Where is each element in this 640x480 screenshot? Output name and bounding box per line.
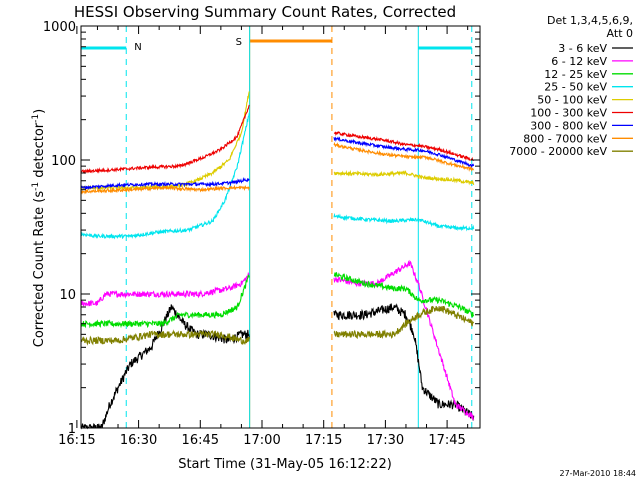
y-tick-label: 1000: [43, 20, 76, 35]
legend-label: 300 - 800 keV: [530, 119, 607, 132]
night-flag-label: N: [134, 42, 141, 53]
x-tick-label: 16:15: [58, 433, 95, 448]
series-line-0-segment-1: [333, 303, 475, 421]
legend-label: 100 - 300 keV: [530, 107, 607, 120]
series-line-1-segment-0: [80, 271, 250, 307]
legend-label: 3 - 6 keV: [558, 42, 607, 55]
y-axis-label-sup1: -1: [31, 182, 41, 191]
series-line-2-segment-0: [80, 274, 250, 329]
series-line-4-segment-1: [333, 169, 475, 186]
timestamp: 27-Mar-2010 18:44: [560, 469, 637, 478]
legend-label: 12 - 25 keV: [544, 68, 607, 81]
x-tick-label: 17:00: [243, 433, 280, 448]
series-line-7-segment-1: [333, 141, 475, 172]
plot-frame: [80, 25, 481, 429]
series-line-0-segment-0: [80, 304, 250, 430]
legend-header-line1: Det 1,3,4,5,6,9,: [547, 14, 633, 27]
legend-label: 800 - 7000 keV: [523, 132, 607, 145]
axes: 16:15 16:30 16:45 17:00 17:15 17:30 17:45 1 10 10…: [43, 20, 481, 448]
series-line-6-segment-1: [333, 136, 475, 169]
y-tick-label: 10: [59, 288, 76, 303]
series-line-3-segment-0: [80, 112, 250, 240]
chart-title: HESSI Observing Summary Count Rates, Cor…: [74, 3, 456, 21]
series-line-7-segment-0: [80, 184, 250, 195]
x-tick-label: 17:30: [367, 433, 404, 448]
y-axis-label-mid: detector: [32, 122, 47, 182]
y-tick-label: 100: [51, 154, 76, 169]
series-line-4-segment-0: [80, 91, 250, 192]
y-axis-label-sup2: -1: [31, 114, 41, 123]
legend-label: 7000 - 20000 keV: [509, 145, 607, 158]
series-line-6-segment-0: [80, 177, 250, 190]
legend-header-line2: Att 0: [607, 27, 633, 40]
legend-label: 25 - 50 keV: [544, 81, 607, 94]
x-tick-label: 17:45: [428, 433, 465, 448]
y-axis-label: Corrected Count Rate (s-1 detector-1): [31, 109, 47, 347]
series-line-8-segment-1: [333, 305, 475, 340]
series-line-2-segment-1: [333, 272, 475, 318]
series-line-8-segment-0: [80, 329, 250, 346]
legend-label: 6 - 12 keV: [551, 55, 607, 68]
series-layer: [80, 91, 475, 430]
legend-label: 50 - 100 keV: [537, 94, 607, 107]
saa-flag-label: S: [236, 37, 242, 48]
y-axis-label-end: ): [32, 109, 47, 114]
series-line-3-segment-1: [333, 212, 475, 232]
series-line-5-segment-0: [80, 104, 250, 174]
x-axis-label: Start Time (31-May-05 16:12:22): [178, 457, 392, 472]
x-tick-label: 16:45: [182, 433, 219, 448]
x-tick-label: 17:15: [305, 433, 342, 448]
y-axis-label-main: Corrected Count Rate (s: [32, 191, 47, 348]
y-tick-label: 1: [68, 422, 76, 437]
series-line-5-segment-1: [333, 131, 475, 162]
x-tick-label: 16:30: [120, 433, 157, 448]
